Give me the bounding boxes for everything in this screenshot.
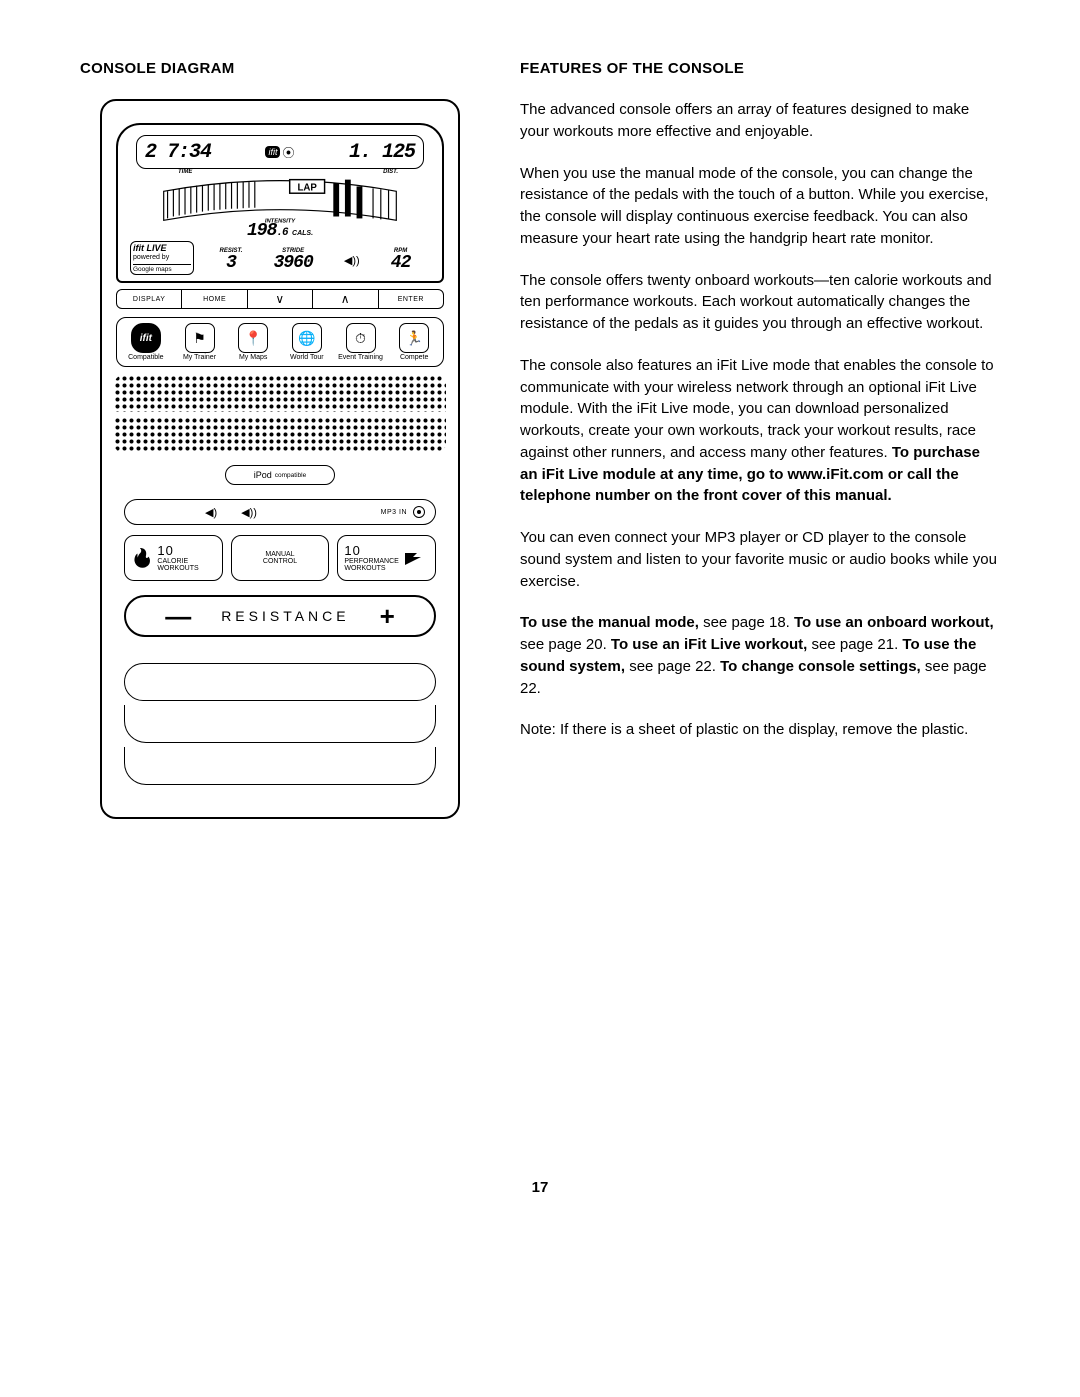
ipod-label: iPod: [254, 470, 272, 480]
resist-value: 3: [226, 253, 236, 273]
p6-t3: see page 21.: [807, 636, 902, 653]
paragraph-7: Note: If there is a sheet of plastic on …: [520, 719, 1000, 741]
home-button[interactable]: HOME: [182, 290, 247, 308]
resistance-minus-button[interactable]: —: [165, 601, 191, 632]
speed-icon: [403, 547, 423, 570]
mp3-in-jack[interactable]: MP3 IN: [381, 506, 425, 518]
performance-workouts-button[interactable]: 10 PERFORMANCE WORKOUTS: [337, 535, 436, 581]
stopwatch-icon: ⏱: [346, 323, 376, 353]
ifit-badge-l1: ifit LIVE: [133, 244, 191, 254]
nav-button-row: DISPLAY HOME ∨ ∧ ENTER: [116, 289, 444, 309]
lcd-dist-value: 1. 125: [349, 141, 415, 164]
ifit-icon: ifit: [131, 323, 161, 353]
flame-icon: 🔥: [131, 549, 153, 567]
p6-t2: see page 20.: [520, 636, 611, 653]
manual-l1: MANUAL: [265, 551, 294, 558]
mp3-label: MP3 IN: [381, 509, 407, 516]
paragraph-6: To use the manual mode, see page 18. To …: [520, 612, 1000, 699]
manual-l2: CONTROL: [263, 558, 297, 565]
up-button[interactable]: ∧: [313, 290, 378, 308]
enter-button[interactable]: ENTER: [379, 290, 443, 308]
p6-b5: To change console settings,: [720, 658, 921, 675]
jack-icon: [413, 506, 425, 518]
my-maps-label: My Maps: [239, 354, 267, 361]
world-tour-label: World Tour: [290, 354, 324, 361]
calorie-l1: CALORIE: [157, 558, 188, 565]
resistance-plus-button[interactable]: +: [380, 601, 395, 632]
mode-button-row: ifit Compatible ⚑ My Trainer 📍 My Maps 🌐…: [116, 317, 444, 367]
lcd-top-row: 2 7:34 ifit ⦿ 1. 125: [136, 135, 424, 169]
calorie-count: 10: [157, 544, 198, 557]
lcd-track-graphic: LAP INTENSITY: [154, 177, 406, 223]
trainer-icon: ⚑: [185, 323, 215, 353]
compatible-button[interactable]: ifit Compatible: [119, 323, 173, 361]
my-maps-button[interactable]: 📍 My Maps: [226, 323, 280, 361]
right-heading: FEATURES OF THE CONSOLE: [520, 60, 1000, 77]
event-training-button[interactable]: ⏱ Event Training: [334, 323, 388, 361]
lcd-center-icons: ifit ⦿: [265, 144, 294, 161]
my-trainer-button[interactable]: ⚑ My Trainer: [173, 323, 227, 361]
manual-control-button[interactable]: MANUAL CONTROL: [231, 535, 330, 581]
lcd-dist-label: DIST.: [383, 169, 398, 175]
ifit-mini-icon: ifit: [265, 146, 280, 158]
lcd-lap-label: LAP: [297, 182, 317, 193]
pin-icon: 📍: [238, 323, 268, 353]
sound-icon: ◀)): [344, 254, 360, 267]
page-number: 17: [80, 1179, 1000, 1196]
wifi-icon: ⦿: [282, 144, 294, 161]
grille-divider: [114, 412, 446, 416]
paragraph-4: The console also features an iFit Live m…: [520, 355, 1000, 507]
p6-b3: To use an iFit Live workout,: [611, 636, 807, 653]
ipod-sub: compatible: [275, 472, 306, 479]
lcd-screen: 2 7:34 ifit ⦿ 1. 125 TIME DIST.: [116, 123, 444, 283]
p6-t1: see page 18.: [699, 614, 794, 631]
console-bottom-lines: [124, 663, 436, 785]
lcd-time-value: 2 7:34: [145, 141, 211, 164]
down-button[interactable]: ∨: [248, 290, 313, 308]
resistance-label: RESISTANCE: [221, 608, 349, 624]
p6-b2: To use an onboard workout,: [794, 614, 994, 631]
resistance-bar: — RESISTANCE +: [124, 595, 436, 637]
ifit-live-badge: ifit LIVE powered by Google maps: [130, 241, 194, 275]
left-heading: CONSOLE DIAGRAM: [80, 60, 480, 77]
lcd-time-label: TIME: [178, 169, 192, 175]
paragraph-5: You can even connect your MP3 player or …: [520, 527, 1000, 592]
volume-row: ◀) ◀)) MP3 IN: [124, 499, 436, 525]
calorie-workouts-button[interactable]: 🔥 10 CALORIE WORKOUTS: [124, 535, 223, 581]
paragraph-3: The console offers twenty onboard workou…: [520, 270, 1000, 335]
world-tour-button[interactable]: 🌐 World Tour: [280, 323, 334, 361]
display-button[interactable]: DISPLAY: [117, 290, 182, 308]
runner-icon: 🏃: [399, 323, 429, 353]
volume-up-button[interactable]: ◀)): [241, 506, 257, 519]
calorie-l2: WORKOUTS: [157, 565, 198, 572]
globe-icon: 🌐: [292, 323, 322, 353]
event-training-label: Event Training: [338, 354, 383, 361]
paragraph-1: The advanced console offers an array of …: [520, 99, 1000, 143]
paragraph-2: When you use the manual mode of the cons…: [520, 163, 1000, 250]
compatible-label: Compatible: [128, 354, 163, 361]
ifit-badge-l3: Google maps: [133, 264, 191, 273]
console-diagram: 2 7:34 ifit ⦿ 1. 125 TIME DIST.: [100, 99, 460, 819]
my-trainer-label: My Trainer: [183, 354, 216, 361]
workout-button-row: 🔥 10 CALORIE WORKOUTS MANUAL CONTROL: [124, 535, 436, 581]
ipod-badge: iPod compatible: [225, 465, 335, 485]
p6-t4: see page 22.: [625, 658, 720, 675]
stride-value: 3960: [274, 253, 313, 273]
ifit-badge-l2: powered by: [133, 254, 191, 262]
rpm-value: 42: [391, 253, 411, 273]
performance-l2: WORKOUTS: [344, 565, 385, 572]
performance-l1: PERFORMANCE: [344, 558, 398, 565]
compete-label: Compete: [400, 354, 428, 361]
lcd-bottom-row: ifit LIVE powered by Google maps RESIST.…: [130, 231, 430, 275]
compete-button[interactable]: 🏃 Compete: [387, 323, 441, 361]
p6-b1: To use the manual mode,: [520, 614, 699, 631]
performance-count: 10: [344, 544, 398, 557]
volume-down-button[interactable]: ◀): [205, 506, 217, 519]
